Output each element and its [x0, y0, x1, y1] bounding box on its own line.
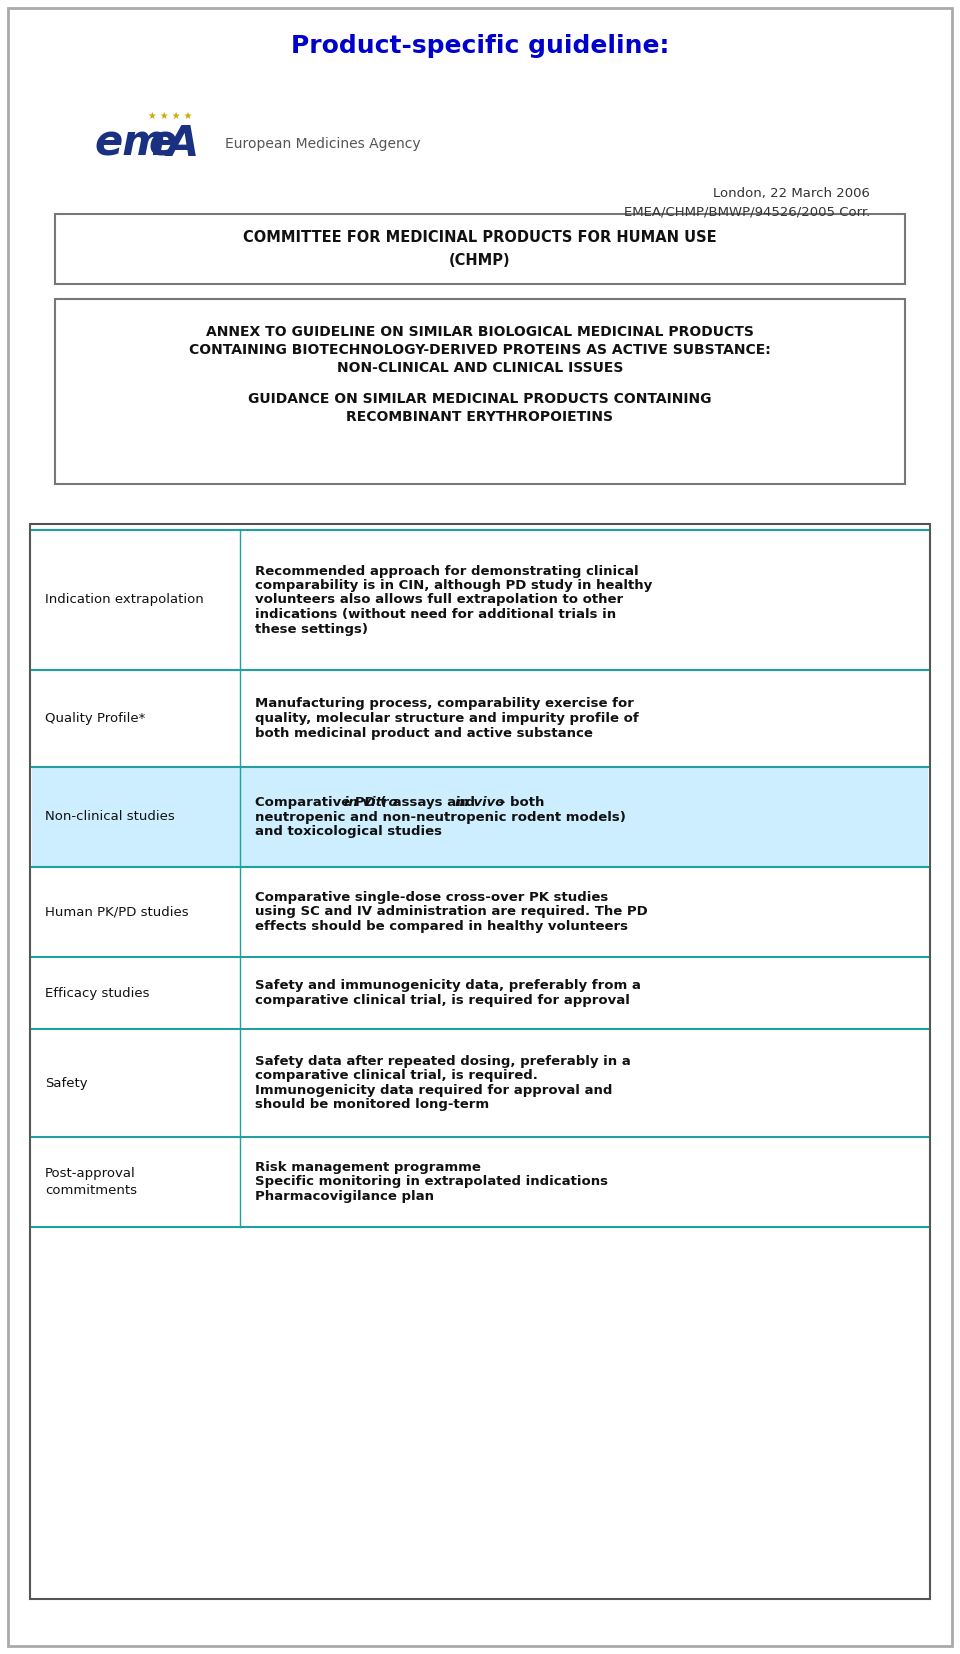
Text: Post-approval
commitments: Post-approval commitments [45, 1166, 137, 1197]
Text: comparative clinical trial, is required.: comparative clinical trial, is required. [255, 1068, 538, 1082]
Text: in vivo: in vivo [455, 796, 504, 809]
Text: using SC and IV administration are required. The PD: using SC and IV administration are requi… [255, 905, 648, 918]
Text: should be monitored long-term: should be monitored long-term [255, 1098, 490, 1111]
Text: Product-specific guideline:: Product-specific guideline: [291, 35, 669, 58]
Text: GUIDANCE ON SIMILAR MEDICINAL PRODUCTS CONTAINING: GUIDANCE ON SIMILAR MEDICINAL PRODUCTS C… [249, 392, 711, 405]
Text: – both: – both [493, 796, 544, 809]
Text: comparative clinical trial, is required for approval: comparative clinical trial, is required … [255, 994, 630, 1007]
Text: Safety: Safety [45, 1077, 87, 1090]
Text: in vitro: in vitro [344, 796, 397, 809]
Text: effects should be compared in healthy volunteers: effects should be compared in healthy vo… [255, 920, 628, 933]
Text: Risk management programme: Risk management programme [255, 1161, 481, 1174]
Text: Comparative PD (: Comparative PD ( [255, 796, 387, 809]
Text: Pharmacovigilance plan: Pharmacovigilance plan [255, 1189, 434, 1202]
Text: Quality Profile*: Quality Profile* [45, 711, 145, 724]
FancyBboxPatch shape [55, 299, 905, 485]
Text: these settings): these settings) [255, 622, 368, 635]
Text: quality, molecular structure and impurity profile of: quality, molecular structure and impurit… [255, 711, 638, 724]
Text: em: em [95, 122, 167, 165]
FancyBboxPatch shape [55, 213, 905, 284]
Text: assays and: assays and [388, 796, 480, 809]
Text: Specific monitoring in extrapolated indications: Specific monitoring in extrapolated indi… [255, 1176, 608, 1189]
Text: Indication extrapolation: Indication extrapolation [45, 594, 204, 607]
Text: Immunogenicity data required for approval and: Immunogenicity data required for approva… [255, 1083, 612, 1097]
Text: and toxicological studies: and toxicological studies [255, 825, 442, 839]
Text: London, 22 March 2006: London, 22 March 2006 [713, 187, 870, 200]
Text: RECOMBINANT ERYTHROPOIETINS: RECOMBINANT ERYTHROPOIETINS [347, 410, 613, 423]
Text: Recommended approach for demonstrating clinical: Recommended approach for demonstrating c… [255, 564, 638, 577]
Text: ANNEX TO GUIDELINE ON SIMILAR BIOLOGICAL MEDICINAL PRODUCTS: ANNEX TO GUIDELINE ON SIMILAR BIOLOGICAL… [206, 324, 754, 339]
Text: comparability is in CIN, although PD study in healthy: comparability is in CIN, although PD stu… [255, 579, 652, 592]
FancyBboxPatch shape [32, 767, 928, 867]
Text: both medicinal product and active substance: both medicinal product and active substa… [255, 726, 593, 739]
Text: European Medicines Agency: European Medicines Agency [225, 137, 420, 151]
Text: ★ ★ ★ ★: ★ ★ ★ ★ [148, 111, 192, 121]
FancyBboxPatch shape [8, 8, 952, 1646]
Text: EMEA/CHMP/BMWP/94526/2005 Corr.: EMEA/CHMP/BMWP/94526/2005 Corr. [624, 205, 870, 218]
Text: Safety data after repeated dosing, preferably in a: Safety data after repeated dosing, prefe… [255, 1055, 631, 1068]
Text: CONTAINING BIOTECHNOLOGY-DERIVED PROTEINS AS ACTIVE SUBSTANCE:: CONTAINING BIOTECHNOLOGY-DERIVED PROTEIN… [189, 342, 771, 357]
Text: A: A [167, 122, 200, 165]
FancyBboxPatch shape [30, 524, 930, 1599]
Text: Comparative single-dose cross-over PK studies: Comparative single-dose cross-over PK st… [255, 892, 609, 905]
Text: volunteers also allows full extrapolation to other: volunteers also allows full extrapolatio… [255, 594, 623, 607]
Text: Safety and immunogenicity data, preferably from a: Safety and immunogenicity data, preferab… [255, 979, 641, 992]
Text: e: e [148, 122, 177, 165]
Text: Human PK/PD studies: Human PK/PD studies [45, 905, 188, 918]
Text: indications (without need for additional trials in: indications (without need for additional… [255, 609, 616, 620]
Text: Manufacturing process, comparability exercise for: Manufacturing process, comparability exe… [255, 698, 634, 711]
Text: neutropenic and non-neutropenic rodent models): neutropenic and non-neutropenic rodent m… [255, 810, 626, 824]
Text: Efficacy studies: Efficacy studies [45, 986, 150, 999]
Text: Non-clinical studies: Non-clinical studies [45, 810, 175, 824]
Text: COMMITTEE FOR MEDICINAL PRODUCTS FOR HUMAN USE
(CHMP): COMMITTEE FOR MEDICINAL PRODUCTS FOR HUM… [243, 230, 717, 268]
Text: NON-CLINICAL AND CLINICAL ISSUES: NON-CLINICAL AND CLINICAL ISSUES [337, 361, 623, 375]
